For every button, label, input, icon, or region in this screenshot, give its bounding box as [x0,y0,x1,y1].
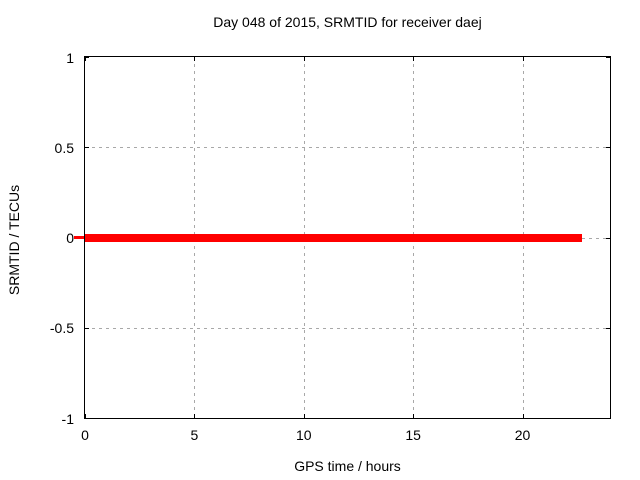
y-tick-left [85,327,89,329]
x-tick-bottom [194,414,196,418]
y-tick-left [85,57,89,58]
y-axis-label: SRMTID / TECUs [6,184,22,296]
y-tick-left [85,418,89,419]
y-tick-label: 1 [66,49,74,66]
y-tick-right [606,327,610,329]
chart-title: Day 048 of 2015, SRMTID for receiver dae… [213,14,482,30]
y-tick-right [606,418,610,419]
x-tick-label: 10 [295,427,312,443]
plot-area: 0 5 10 15 20 -1 -0.5 0 0.5 1 [50,50,611,443]
x-axis-label: GPS time / hours [294,458,401,474]
x-tick-label: 15 [405,427,421,443]
series-line [85,233,582,242]
y-tick-label: -0.5 [49,320,74,337]
series-left-overhang [74,236,84,239]
y-tick-right [606,57,610,58]
x-tick-top [303,57,305,61]
y-tick-left [85,147,89,149]
x-tick-bottom [522,414,524,418]
x-tick-bottom [85,414,86,418]
x-tick-top [413,57,415,61]
x-tick-top [522,57,524,61]
x-tick-bottom [413,414,415,418]
y-tick-right [606,237,610,239]
y-tick-label: 0 [66,230,74,246]
x-tick-label: 0 [81,427,89,443]
x-tick-label: 5 [190,427,199,443]
x-tick-label: 20 [514,427,531,443]
y-tick-right [606,147,610,149]
y-gridline [85,327,610,329]
y-gridline [85,147,610,149]
x-tick-bottom [303,414,305,418]
x-tick-top [194,57,196,61]
y-tick-label: 0.5 [54,139,74,156]
y-tick-label: -1 [61,410,74,427]
x-tick-top [85,57,86,61]
